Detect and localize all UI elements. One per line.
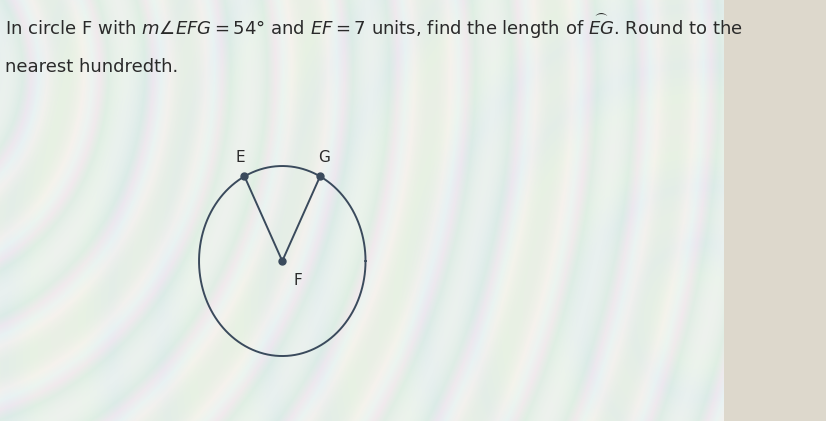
Text: G: G <box>319 150 330 165</box>
Text: nearest hundredth.: nearest hundredth. <box>5 58 178 76</box>
Text: In circle F with $m\angle EFG = 54°$ and $EF = 7$ units, find the length of $\ov: In circle F with $m\angle EFG = 54°$ and… <box>5 12 743 42</box>
Text: E: E <box>235 150 245 165</box>
Text: F: F <box>294 273 302 288</box>
